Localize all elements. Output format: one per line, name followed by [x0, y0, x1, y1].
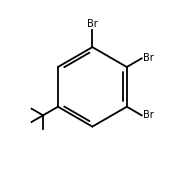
Text: Br: Br: [143, 53, 154, 63]
Text: Br: Br: [87, 19, 98, 29]
Text: Br: Br: [143, 110, 154, 120]
